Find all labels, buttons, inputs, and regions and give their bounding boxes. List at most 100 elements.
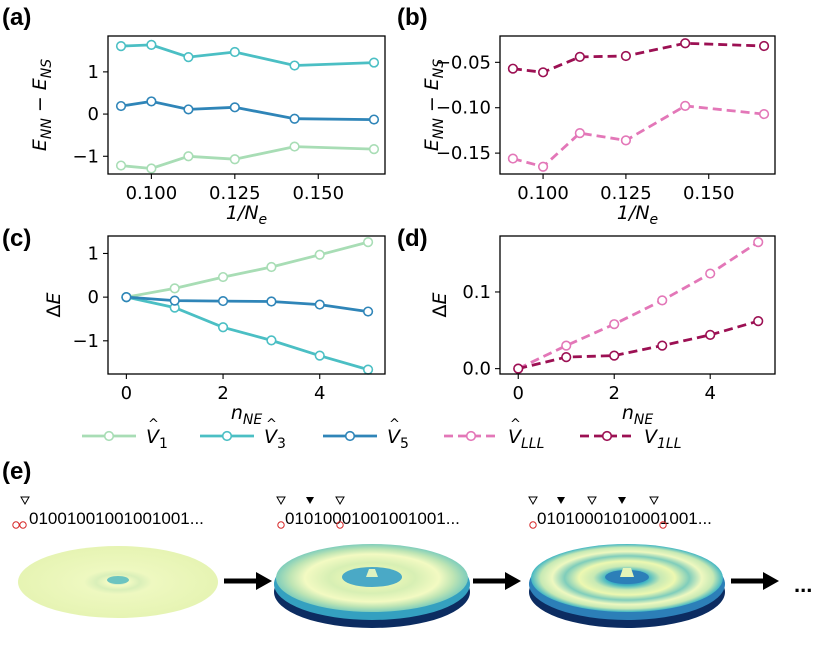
legend-marker-V5 [344,430,356,442]
c-xtick-label: 4 [314,383,325,404]
trailing-ellipsis: ... [794,572,812,597]
chart-b: 0.100 0.125 0.150 −0.05 −0.10 −0.15 1/Ne ENN − … [421,35,776,228]
disk-2-peak [366,569,378,577]
chart-d: 0 2 4 0.1 0.0 nNE ΔE [429,235,776,428]
c-point-V1 [314,249,325,260]
c-xtick-label: 0 [121,383,132,404]
red-hole-marker [12,521,20,529]
legend-hat-VLLL: ^ [510,417,521,432]
b-point-V1LL [507,63,519,74]
a-point-V3 [289,60,300,71]
b-series-line-V1LL [512,41,765,74]
legend-marker-V3 [221,430,233,442]
a-point-V1 [289,141,300,152]
d-xlabel: nNE [622,402,654,428]
d-point-V1LL [513,363,524,374]
c-ytick-label: 1 [88,243,99,264]
arrow-1-head [256,572,272,590]
filled-triangle-marker [306,497,314,504]
disk-1-center [107,576,129,584]
a-point-V1 [368,144,380,155]
panel-label-b: (b) [397,4,428,31]
c-ylabel: ΔE [43,292,65,317]
b-point-VLLL [680,100,691,112]
chart-a: 0.100 0.125 0.150 −1 0 1 1/Ne ENN − ENS [29,35,386,228]
d-ylabel: ΔE [429,292,451,317]
b-xtick-label: 0.125 [600,183,652,204]
a-point-V5 [146,96,157,107]
b-point-V1LL [574,51,585,62]
b-ytick-label: −0.15 [436,143,491,164]
b-ytick-label: −0.10 [436,98,491,119]
open-triangle-marker [649,496,659,506]
d-xtick-label: 0 [513,383,524,404]
c-xtick-label: 2 [217,383,228,404]
c-point-V5 [169,295,180,306]
a-point-V5 [115,100,127,112]
c-axes-frame [107,235,386,375]
c-point-V5 [217,295,229,307]
a-axes-frame [107,35,386,175]
a-point-V3 [115,41,127,52]
open-triangle-marker [528,496,538,506]
legend-marker-V1LL [601,430,613,442]
c-point-V5 [121,292,132,303]
a-point-V1 [183,151,194,162]
panel-label-c: (c) [2,225,31,252]
c-ytick-label: 0 [88,287,99,308]
d-point-VLLL [705,268,716,279]
b-ytick-label: −0.05 [436,52,491,73]
a-point-V5 [229,102,240,113]
open-triangle-marker [587,496,597,506]
legend-hat-V5: ^ [389,417,400,432]
b-point-V1LL [537,67,549,78]
d-point-VLLL [657,295,668,306]
b-xtick-label: 0.150 [683,183,735,204]
panel-e: ... 01001001001001001... 010100010010010… [12,496,812,628]
b-point-VLLL [507,153,519,164]
panel-label-e: (e) [2,458,31,485]
c-series-line-V1 [126,240,369,299]
a-point-V3 [229,46,240,58]
b-point-V1LL [758,40,770,52]
a-point-V5 [183,104,194,115]
b-point-VLLL [537,161,549,172]
b-xlabel: 1/Ne [617,202,658,228]
a-xlabel: 1/Ne [226,202,267,228]
c-point-V1 [217,271,229,283]
d-point-VLLL [753,237,764,248]
c-point-V3 [314,350,325,361]
d-point-V1LL [609,350,620,361]
legend-marker-V1 [103,430,115,442]
legend-label-V3: V3 [264,426,286,452]
b-point-VLLL [758,108,770,120]
red-hole-marker [529,521,537,529]
a-point-V1 [146,163,157,174]
a-ylabel: ENN − ENS [29,59,55,151]
c-point-V1 [362,237,374,248]
d-series-line-V1LL [517,319,759,370]
legend-hat-V1: ^ [148,417,159,432]
a-xtick-label: 0.125 [209,183,261,204]
arrow-2-head [505,572,521,590]
a-xtick-label: 0.100 [126,183,178,204]
b-xtick-label: 0.100 [517,183,569,204]
c-point-V3 [362,364,374,375]
d-xtick-label: 2 [608,383,619,404]
c-point-V3 [266,335,277,346]
b-point-VLLL [620,135,632,146]
d-point-V1LL [705,329,716,341]
sequence-1: 01001001001001001... [29,509,204,528]
a-point-V5 [289,113,300,124]
d-xtick-label: 4 [704,383,715,404]
d-axes-frame [499,235,776,375]
legend-label-V5: V5 [387,426,409,452]
b-ylabel: ENN − ENS [421,59,447,151]
legend-label-V1: V1 [146,426,168,452]
disk-3-peak [620,568,634,577]
a-xtick-label: 0.150 [292,183,344,204]
open-triangle-marker [276,496,286,506]
a-series-line-V5 [120,99,375,121]
c-series-line-V5 [126,295,369,313]
